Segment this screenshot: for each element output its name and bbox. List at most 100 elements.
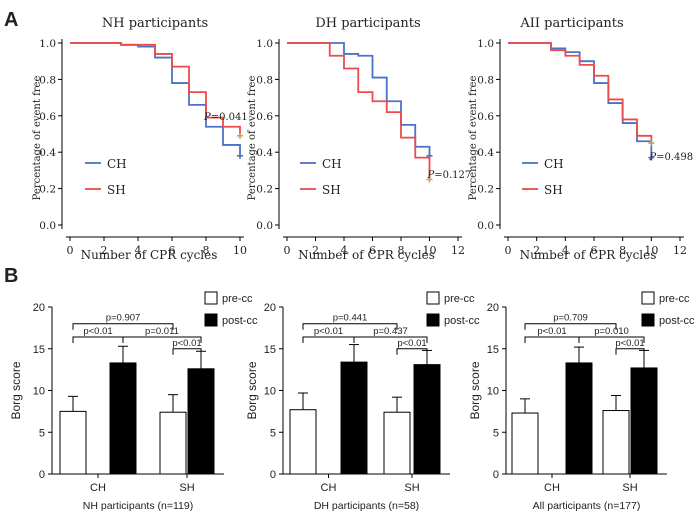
- y-tick-label: 0.6: [256, 111, 273, 123]
- censor-mark: [237, 132, 243, 139]
- comparison-label: p=0.907: [106, 313, 141, 324]
- bar-panel-1: 0 5 10 15 20 Borg score CH SH NH participants (n…: [9, 291, 258, 512]
- comparison-bracket: [396, 348, 428, 355]
- legend-label-pre-cc: pre-cc: [444, 293, 475, 305]
- y-tick-label: 20: [487, 302, 499, 314]
- y-axis-label: Borg score: [245, 361, 259, 419]
- legend-label-sh: SH: [107, 183, 126, 197]
- series-line-ch: [70, 42, 241, 156]
- x-tick-label: CH: [90, 482, 106, 494]
- comparison-label: p=0.011: [145, 326, 179, 337]
- x-tick-label: 10: [644, 244, 658, 257]
- comparison-label: p<0.01: [537, 326, 566, 337]
- legend-swatch-pre-cc: [426, 291, 440, 305]
- y-tick-label: 0.4: [39, 147, 56, 159]
- legend-label-sh: SH: [544, 183, 563, 197]
- comparison-label: p<0.01: [172, 338, 201, 349]
- comparison-label: p=0.441: [333, 313, 368, 324]
- y-tick-label: 0: [39, 469, 45, 481]
- y-tick-label: 15: [264, 344, 276, 356]
- chart-title: AII participants: [519, 16, 623, 31]
- legend-swatch-pre-cc: [204, 291, 218, 305]
- km-panel-3: AII participants 0.0 0.2 0.4 0.6 0.8 1.0 0 2 4 6 8 1…: [468, 16, 693, 262]
- y-axis-label: Borg score: [9, 361, 23, 419]
- y-tick-label: 1.0: [256, 38, 273, 50]
- comparison-bracket: [72, 336, 124, 344]
- y-tick-label: 0.8: [477, 74, 494, 86]
- legend-label-post-cc: post-cc: [222, 315, 258, 327]
- comparison-bracket: [302, 323, 398, 330]
- x-tick-label: 6: [369, 244, 376, 257]
- series-line-sh: [508, 42, 653, 144]
- comparison-bracket: [615, 348, 645, 355]
- y-tick-label: 0: [270, 469, 276, 481]
- y-tick-label: 0.8: [256, 74, 273, 86]
- x-axis-label: NH participants (n=119): [83, 500, 193, 512]
- y-tick-label: 10: [33, 386, 45, 398]
- x-tick-label: 6: [591, 244, 598, 257]
- panel-label-a: A: [4, 9, 18, 31]
- legend-label-pre-cc: pre-cc: [659, 293, 690, 305]
- bar-pre-cc-sh: [602, 410, 630, 475]
- comparison-label: p<0.01: [314, 326, 343, 337]
- comparison-label: p=0.709: [553, 313, 588, 324]
- y-tick-label: 20: [33, 302, 45, 314]
- y-tick-label: 0.0: [39, 220, 56, 232]
- legend-label-ch: CH: [544, 157, 564, 171]
- censor-mark: [648, 154, 655, 161]
- x-tick-label: SH: [404, 482, 419, 494]
- p-value-annotation: P=0.041: [203, 112, 248, 123]
- y-tick-label: 0.6: [477, 111, 494, 123]
- p-value-annotation: P=0.498: [648, 152, 693, 163]
- y-tick-label: 0.0: [477, 220, 494, 232]
- y-tick-label: 0.4: [256, 147, 273, 159]
- legend-swatch-pre-cc: [641, 291, 655, 305]
- p-value-annotation: P=0.127: [427, 170, 472, 181]
- legend-swatch-post-cc: [426, 313, 440, 327]
- x-tick-label: 0: [67, 244, 74, 257]
- comparison-bracket: [302, 336, 355, 344]
- bar-panel-2: 0 5 10 15 20 Borg score CH SH DH participants (n…: [245, 291, 480, 512]
- charts: NH participants 0.0 0.2 0.4 0.6 0.8 1.0 0 2 4 6 8 10…: [9, 16, 695, 512]
- comparison-bracket: [353, 336, 428, 344]
- y-tick-label: 0: [493, 469, 499, 481]
- x-tick-label: 10: [423, 244, 437, 257]
- legend-label-ch: CH: [322, 157, 342, 171]
- y-tick-label: 0.6: [39, 111, 56, 123]
- x-tick-label: 10: [233, 244, 247, 257]
- x-tick-label: 4: [135, 244, 142, 257]
- y-tick-label: 0.4: [477, 147, 494, 159]
- y-tick-label: 0.2: [256, 184, 273, 196]
- bar-post-cc-sh: [630, 367, 658, 475]
- y-axis-label: Borg score: [468, 361, 482, 419]
- censor-mark: [237, 152, 243, 159]
- y-tick-label: 20: [264, 302, 276, 314]
- bar-post-cc-ch: [565, 362, 593, 475]
- x-tick-label: CH: [544, 482, 560, 494]
- bar-pre-cc-ch: [289, 409, 317, 475]
- x-tick-label: CH: [321, 482, 337, 494]
- bar-pre-cc-sh: [383, 411, 411, 475]
- y-axis-label: Percentage of event free: [32, 76, 43, 201]
- x-tick-label: SH: [179, 482, 194, 494]
- x-tick-label: 0: [505, 244, 512, 257]
- legend-swatch-post-cc: [641, 313, 655, 327]
- legend-label-pre-cc: pre-cc: [222, 293, 253, 305]
- y-axis-label: Percentage of event free: [247, 76, 258, 201]
- legend-label-post-cc: post-cc: [444, 315, 480, 327]
- x-axis-label: Number of CPR cycles: [81, 248, 218, 262]
- x-tick-label: 0: [284, 244, 291, 257]
- censor-mark: [648, 140, 655, 147]
- bar-pre-cc-sh: [159, 411, 187, 475]
- comparison-label: p<0.01: [83, 326, 112, 337]
- comparison-bracket: [578, 336, 645, 344]
- x-tick-label: 12: [673, 244, 687, 257]
- comparison-label: p=0.437: [373, 326, 408, 337]
- x-tick-label: 8: [619, 244, 626, 257]
- y-tick-label: 5: [39, 427, 45, 439]
- y-tick-label: 0.0: [256, 220, 273, 232]
- legend-label-post-cc: post-cc: [659, 315, 695, 327]
- bar-panel-3: 0 5 10 15 20 Borg score CH SH All participants (…: [468, 291, 695, 512]
- y-tick-label: 5: [493, 427, 499, 439]
